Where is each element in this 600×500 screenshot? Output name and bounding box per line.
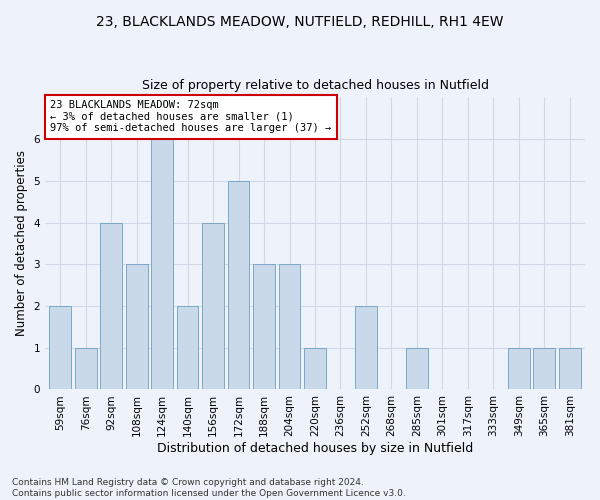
Bar xyxy=(559,348,581,390)
Bar xyxy=(228,181,250,390)
Bar xyxy=(304,348,326,390)
Bar xyxy=(151,139,173,390)
Title: Size of property relative to detached houses in Nutfield: Size of property relative to detached ho… xyxy=(142,79,488,92)
Bar xyxy=(177,306,199,390)
Y-axis label: Number of detached properties: Number of detached properties xyxy=(15,150,28,336)
Text: Contains HM Land Registry data © Crown copyright and database right 2024.
Contai: Contains HM Land Registry data © Crown c… xyxy=(12,478,406,498)
Bar xyxy=(508,348,530,390)
Bar xyxy=(126,264,148,390)
Bar xyxy=(75,348,97,390)
Bar xyxy=(253,264,275,390)
Bar xyxy=(279,264,301,390)
Text: 23, BLACKLANDS MEADOW, NUTFIELD, REDHILL, RH1 4EW: 23, BLACKLANDS MEADOW, NUTFIELD, REDHILL… xyxy=(96,15,504,29)
Bar xyxy=(100,222,122,390)
Bar xyxy=(202,222,224,390)
Bar xyxy=(355,306,377,390)
Bar xyxy=(533,348,555,390)
Bar xyxy=(406,348,428,390)
Bar xyxy=(49,306,71,390)
X-axis label: Distribution of detached houses by size in Nutfield: Distribution of detached houses by size … xyxy=(157,442,473,455)
Text: 23 BLACKLANDS MEADOW: 72sqm
← 3% of detached houses are smaller (1)
97% of semi-: 23 BLACKLANDS MEADOW: 72sqm ← 3% of deta… xyxy=(50,100,332,134)
